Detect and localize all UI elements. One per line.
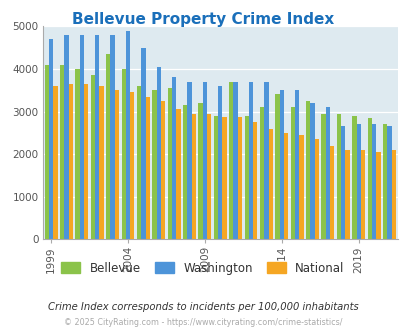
Bar xyxy=(351,116,356,239)
Bar xyxy=(356,124,360,239)
Bar xyxy=(110,35,115,239)
Bar xyxy=(106,54,110,239)
Bar xyxy=(126,31,130,239)
Bar xyxy=(259,107,264,239)
Bar xyxy=(176,110,180,239)
Legend: Bellevue, Washington, National: Bellevue, Washington, National xyxy=(56,257,349,280)
Bar xyxy=(53,86,58,239)
Bar xyxy=(60,65,64,239)
Bar xyxy=(213,116,217,239)
Bar xyxy=(390,150,395,239)
Bar xyxy=(367,118,371,239)
Bar xyxy=(136,86,141,239)
Bar xyxy=(233,82,237,239)
Bar xyxy=(198,103,202,239)
Bar xyxy=(275,94,279,239)
Text: Crime Index corresponds to incidents per 100,000 inhabitants: Crime Index corresponds to incidents per… xyxy=(47,302,358,312)
Bar xyxy=(305,101,309,239)
Bar xyxy=(264,82,268,239)
Bar xyxy=(79,35,84,239)
Bar xyxy=(345,150,349,239)
Bar xyxy=(371,124,375,239)
Bar xyxy=(382,124,386,239)
Bar xyxy=(237,116,241,239)
Bar xyxy=(172,78,176,239)
Bar xyxy=(167,88,172,239)
Bar xyxy=(386,126,390,239)
Bar xyxy=(294,90,298,239)
Bar xyxy=(156,67,160,239)
Bar xyxy=(217,86,222,239)
Bar xyxy=(290,107,294,239)
Bar xyxy=(141,48,145,239)
Bar xyxy=(321,114,325,239)
Bar xyxy=(325,107,329,239)
Bar xyxy=(95,35,99,239)
Bar xyxy=(248,82,253,239)
Bar xyxy=(115,90,119,239)
Bar xyxy=(279,90,283,239)
Bar xyxy=(145,97,149,239)
Bar xyxy=(360,150,364,239)
Bar xyxy=(268,129,272,239)
Bar xyxy=(336,114,340,239)
Text: Bellevue Property Crime Index: Bellevue Property Crime Index xyxy=(72,12,333,26)
Bar xyxy=(228,82,233,239)
Bar xyxy=(222,117,226,239)
Bar xyxy=(64,35,68,239)
Bar xyxy=(84,84,88,239)
Bar xyxy=(75,69,79,239)
Text: © 2025 CityRating.com - https://www.cityrating.com/crime-statistics/: © 2025 CityRating.com - https://www.city… xyxy=(64,318,341,327)
Bar xyxy=(91,75,95,239)
Bar xyxy=(68,84,73,239)
Bar xyxy=(202,82,207,239)
Bar xyxy=(121,69,126,239)
Bar xyxy=(298,135,303,239)
Bar xyxy=(160,101,165,239)
Bar xyxy=(187,82,191,239)
Bar xyxy=(309,103,314,239)
Bar xyxy=(329,146,334,239)
Bar xyxy=(191,114,196,239)
Bar xyxy=(49,39,53,239)
Bar xyxy=(45,65,49,239)
Bar xyxy=(207,114,211,239)
Bar xyxy=(314,139,318,239)
Bar xyxy=(253,122,257,239)
Bar xyxy=(183,105,187,239)
Bar xyxy=(375,152,379,239)
Bar xyxy=(130,92,134,239)
Bar xyxy=(152,90,156,239)
Bar xyxy=(244,116,248,239)
Bar xyxy=(99,86,103,239)
Bar xyxy=(340,126,345,239)
Bar xyxy=(283,133,288,239)
